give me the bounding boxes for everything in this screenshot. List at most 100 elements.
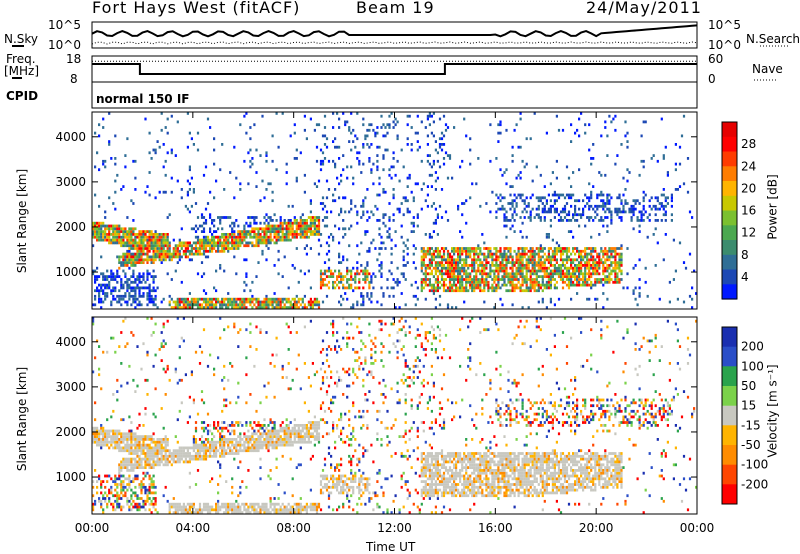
power-cell bbox=[200, 252, 204, 256]
power-cell bbox=[110, 275, 113, 278]
power-cell bbox=[202, 247, 206, 250]
power-cell bbox=[114, 179, 117, 183]
velocity-cell bbox=[219, 474, 222, 478]
power-cell bbox=[245, 306, 248, 309]
power-cell bbox=[362, 303, 365, 307]
power-cell bbox=[221, 297, 224, 301]
power-cell bbox=[455, 269, 458, 273]
power-cell bbox=[356, 266, 359, 270]
power-cell bbox=[547, 272, 550, 276]
power-cell bbox=[553, 199, 556, 203]
power-cell bbox=[574, 131, 577, 135]
power-cell bbox=[317, 216, 321, 219]
power-cell bbox=[233, 297, 236, 301]
velocity-cell bbox=[182, 505, 185, 509]
power-cell bbox=[507, 275, 510, 278]
power-cell bbox=[253, 230, 256, 233]
velocity-cell bbox=[190, 511, 193, 514]
power-cell bbox=[662, 207, 665, 211]
power-cell bbox=[182, 249, 185, 253]
power-cell bbox=[293, 221, 296, 225]
power-cell bbox=[368, 247, 371, 250]
power-cell bbox=[160, 258, 163, 262]
velocity-cell bbox=[182, 502, 185, 506]
power-cell bbox=[148, 294, 151, 298]
velocity-cell bbox=[180, 511, 183, 514]
power-cell bbox=[563, 204, 567, 208]
velocity-cell bbox=[152, 446, 155, 450]
power-cell bbox=[313, 303, 316, 307]
power-cell bbox=[626, 179, 629, 183]
velocity-cell bbox=[227, 452, 230, 455]
power-cell bbox=[596, 272, 599, 276]
velocity-cell bbox=[198, 502, 202, 506]
power-cell bbox=[469, 255, 472, 259]
power-cell bbox=[112, 230, 115, 233]
power-cell bbox=[152, 235, 155, 239]
power-cell bbox=[598, 219, 601, 222]
power-cell bbox=[539, 247, 542, 250]
velocity-cell bbox=[219, 435, 222, 438]
power-cell bbox=[273, 292, 276, 295]
power-cell bbox=[547, 193, 550, 197]
power-cell bbox=[471, 249, 474, 253]
velocity-cell bbox=[130, 452, 133, 455]
power-cell bbox=[227, 297, 230, 301]
power-cell bbox=[142, 272, 145, 276]
power-cell bbox=[279, 216, 282, 219]
power-cell bbox=[602, 272, 605, 276]
power-cell bbox=[245, 241, 248, 245]
power-cell bbox=[525, 204, 528, 208]
power-cell bbox=[138, 280, 141, 284]
power-cell bbox=[610, 272, 613, 276]
power-cell bbox=[430, 204, 433, 208]
power-cell bbox=[231, 227, 234, 231]
velocity-cell bbox=[136, 474, 139, 478]
power-cell bbox=[295, 303, 298, 307]
velocity-cell bbox=[116, 446, 119, 450]
power-cell bbox=[592, 272, 595, 276]
power-cell bbox=[455, 286, 458, 290]
power-cell bbox=[261, 300, 264, 304]
power-cell bbox=[656, 207, 659, 211]
velocity-cell bbox=[104, 435, 107, 438]
power-colorbar-tick: 24 bbox=[741, 159, 756, 173]
power-cell bbox=[444, 269, 448, 273]
power-cell bbox=[457, 258, 460, 262]
power-cell bbox=[332, 199, 335, 203]
power-cell bbox=[588, 272, 591, 276]
power-cell bbox=[390, 261, 393, 264]
power-cell bbox=[192, 190, 195, 194]
velocity-cell bbox=[112, 505, 115, 509]
velocity-cell bbox=[106, 418, 109, 422]
power-cell bbox=[120, 255, 123, 259]
power-cell bbox=[243, 238, 246, 242]
power-cell bbox=[188, 182, 191, 186]
power-cell bbox=[233, 196, 236, 200]
velocity-cell bbox=[110, 415, 113, 419]
velocity-cell bbox=[217, 502, 220, 506]
power-cell bbox=[356, 261, 359, 264]
velocity-cell bbox=[94, 502, 97, 506]
power-cell bbox=[239, 188, 242, 191]
power-cell bbox=[590, 249, 593, 253]
power-cell bbox=[608, 249, 611, 253]
power-cell bbox=[674, 143, 677, 146]
power-cell bbox=[576, 266, 579, 270]
power-cell bbox=[590, 247, 593, 250]
power-cell bbox=[156, 306, 159, 309]
power-cell bbox=[299, 227, 302, 231]
velocity-cell bbox=[114, 480, 117, 483]
power-cell bbox=[265, 219, 268, 222]
power-cell bbox=[204, 238, 208, 242]
power-cell bbox=[354, 278, 357, 281]
power-cell bbox=[396, 134, 399, 138]
power-cell bbox=[154, 252, 157, 256]
power-cell bbox=[547, 278, 550, 281]
power-cell bbox=[598, 252, 601, 256]
power-cell bbox=[481, 278, 484, 281]
power-cell bbox=[303, 190, 306, 194]
power-cell bbox=[134, 238, 137, 242]
power-cell bbox=[606, 216, 609, 219]
power-cell bbox=[249, 224, 252, 228]
